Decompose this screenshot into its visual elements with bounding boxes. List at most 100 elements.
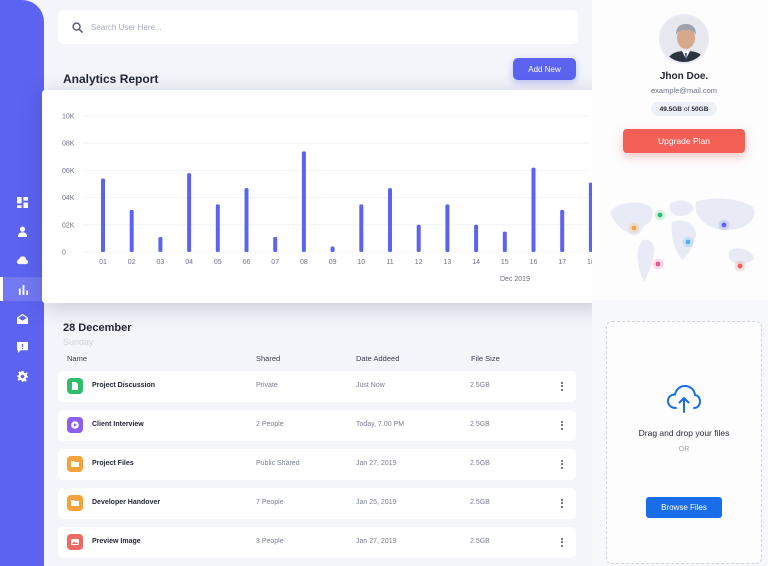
y-tick-label: 06K [62,168,75,175]
x-tick-label: 13 [444,259,452,266]
more-options-icon[interactable] [558,535,566,549]
x-tick-label: 06 [243,259,251,266]
upgrade-plan-button[interactable]: Upgrade Plan [623,129,745,153]
x-tick-label: 17 [558,259,566,266]
analytics-bar-chart: 0 02K 04K 06K 08K 10K 01 02 03 04 05 06 07 08 09 10 11 12… [62,114,595,267]
chart-bar[interactable] [244,188,249,252]
chart-bar[interactable] [215,204,220,252]
chart-bar[interactable] [474,224,479,252]
chart-bar[interactable] [101,178,105,252]
chart-bar[interactable] [560,209,565,252]
y-tick-label: 02K [62,222,75,229]
table-row[interactable]: Project Discussion Private Just Now 2.5G… [58,371,576,402]
chart-bar[interactable] [588,182,593,252]
upload-dropzone[interactable] [606,321,762,564]
page-title: Analytics Report [63,72,159,86]
x-tick-label: 02 [128,259,136,266]
settings-icon [16,370,28,382]
file-date: Jan 27, 2019 [356,460,397,467]
chart-bar[interactable] [158,237,163,252]
user-icon [17,226,27,237]
table-row[interactable]: Developer Handover 7 People Jan 25, 2019… [58,488,576,519]
column-header-shared: Shared [256,354,281,363]
more-options-icon[interactable] [558,418,566,432]
sidebar-item-dashboard[interactable] [0,190,44,214]
search-bar[interactable] [58,10,578,44]
analytics-chart-card: 0 02K 04K 06K 08K 10K 01 02 03 04 05 06 07 08 09 10 11 12… [42,90,607,303]
x-tick-label: 10 [357,259,365,266]
file-shared: Public Shared [256,460,300,467]
file-date: Today, 7.00 PM [356,421,405,428]
more-options-icon[interactable] [558,496,566,510]
world-map [610,198,755,282]
y-tick-label: 04K [62,195,75,202]
column-header-name: Name [67,354,88,363]
image-icon [67,534,83,550]
sidebar-item-users[interactable] [0,219,44,243]
file-size: 2.5GB [470,499,490,506]
file-size: 2.5GB [470,538,490,545]
file-size: 2.5GB [470,382,490,389]
y-tick-label: 0 [62,250,66,257]
play-icon [67,417,83,433]
drop-instructions: Drag and drop your files [638,428,730,438]
x-tick-label: 09 [329,259,337,266]
sidebar-item-analytics[interactable] [0,277,44,301]
document-icon [67,378,83,394]
chart-bar[interactable] [330,246,335,252]
file-date: Just Now [356,382,385,389]
file-date: Jan 27, 2019 [356,538,397,545]
chart-bar[interactable] [531,167,536,252]
chart-bar[interactable] [129,209,134,252]
x-tick-label: 14 [472,259,480,266]
table-row[interactable]: Preview Image 3 People Jan 27, 2019 2.5G… [58,527,576,558]
column-header-size: File Size [471,354,500,363]
x-tick-label: 15 [501,259,509,266]
table-row[interactable]: Project Files Public Shared Jan 27, 2019… [58,449,576,480]
y-tick-label: 10K [62,114,75,121]
search-input[interactable] [91,22,491,32]
more-options-icon[interactable] [558,379,566,393]
chart-bar[interactable] [359,204,364,252]
chart-bar[interactable] [445,204,450,252]
folder-icon [67,456,83,472]
storage-total: 50GB [691,105,709,113]
chart-bar[interactable] [187,173,192,252]
storage-of: of [684,105,690,113]
x-tick-label: 05 [214,259,222,266]
y-tick-label: 08K [62,141,75,148]
column-header-date: Date Addeed [356,354,400,363]
sidebar-item-cloud[interactable] [0,248,44,272]
table-row[interactable]: Client Interview 2 People Today, 7.00 PM… [58,410,576,441]
sidebar-item-settings[interactable] [0,364,44,388]
more-options-icon[interactable] [558,457,566,471]
cloud-upload-icon [666,384,702,413]
chart-bar[interactable] [273,237,278,252]
x-tick-label: 04 [185,259,193,266]
user-name: Jhon Doe. [659,71,709,82]
add-new-button[interactable]: Add New [513,58,576,80]
file-size: 2.5GB [470,460,490,467]
chart-bar[interactable] [388,188,392,252]
chart-bar[interactable] [416,224,421,252]
cloud-icon [16,255,28,264]
file-shared: 2 People [256,421,284,428]
x-tick-label: 11 [386,259,393,266]
sidebar [0,0,44,566]
file-shared: 7 People [256,499,284,506]
sidebar-item-mail[interactable] [0,306,44,330]
folder-icon [67,495,83,511]
file-name: Preview Image [92,538,141,545]
message-icon [16,341,28,353]
sidebar-item-messages[interactable] [0,335,44,359]
chart-bar[interactable] [502,231,507,252]
x-tick-label: 07 [271,259,279,266]
x-tick-label: 01 [99,259,107,266]
x-tick-label: 08 [300,259,308,266]
chart-icon [18,284,29,295]
browse-files-button[interactable]: Browse Files [646,497,722,518]
file-name: Developer Handover [92,499,161,506]
avatar[interactable] [659,14,709,64]
chart-bar[interactable] [301,151,306,252]
storage-badge: 49.5GB of 50GB [651,102,717,116]
